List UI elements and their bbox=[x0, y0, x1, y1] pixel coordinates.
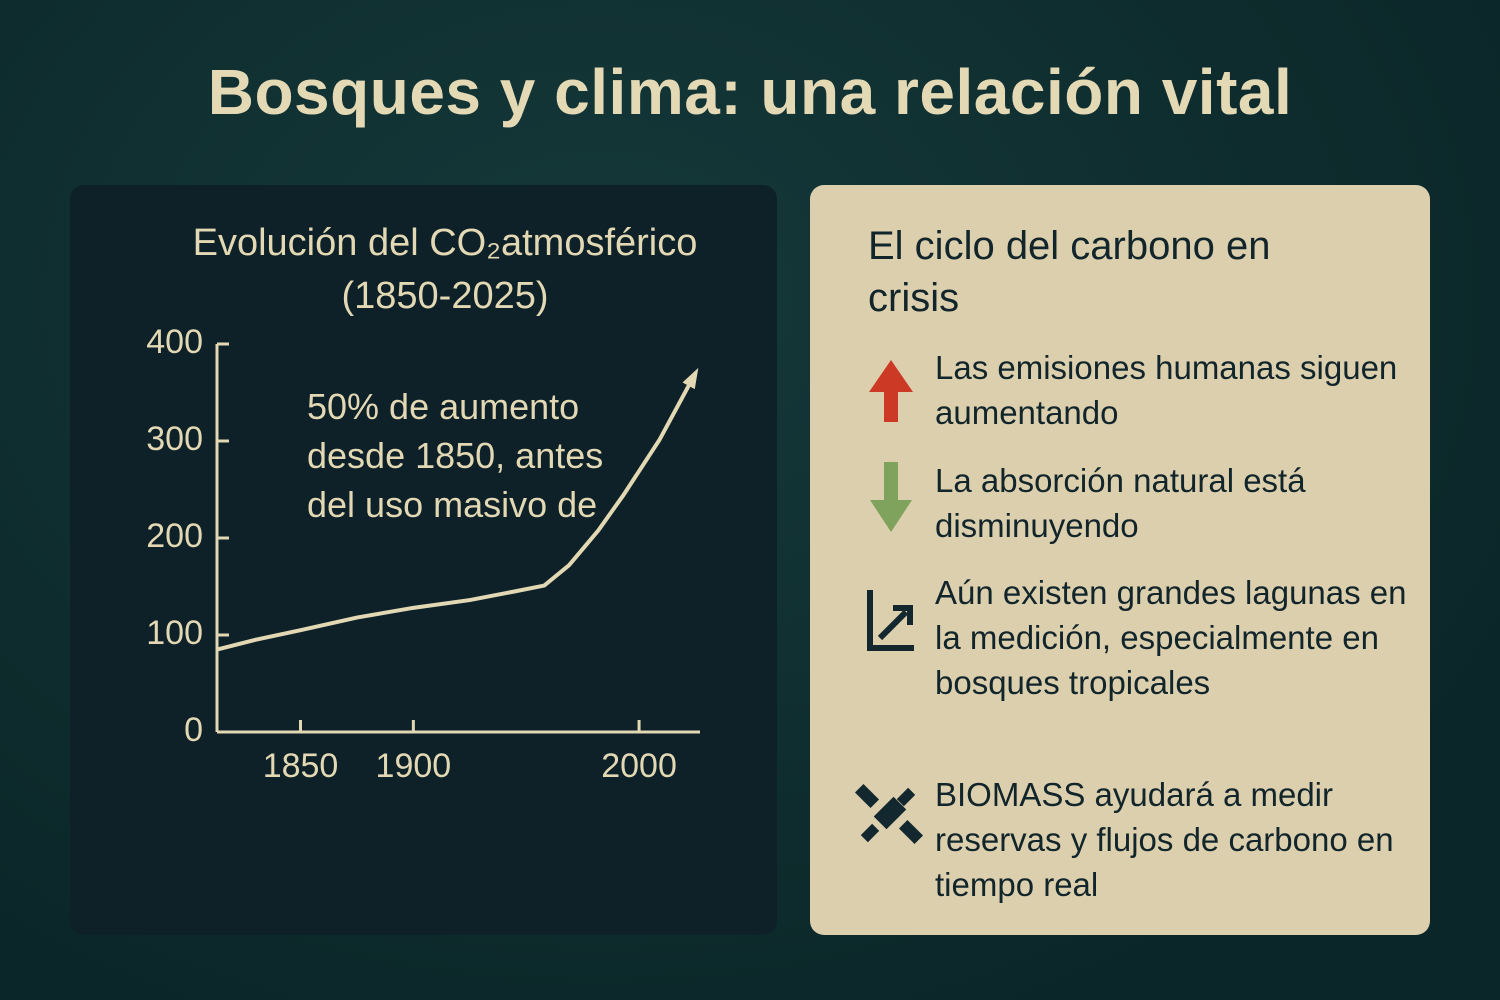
x-tick-label: 1850 bbox=[263, 747, 339, 785]
icon-up bbox=[869, 360, 913, 422]
chart-title: Evolución del CO₂atmosférico bbox=[193, 222, 698, 264]
icon-down bbox=[870, 462, 912, 532]
line-arrowhead bbox=[682, 367, 699, 390]
chart-subtitle: (1850-2025) bbox=[341, 275, 548, 317]
y-tick-label: 100 bbox=[146, 614, 203, 652]
y-tick-label: 400 bbox=[146, 323, 203, 361]
info-panel bbox=[810, 185, 1430, 935]
panel-item: La absorción natural está disminuyendo bbox=[935, 462, 1306, 544]
y-tick-label: 200 bbox=[146, 517, 203, 555]
chart-annotation: 50% de aumento desde 1850, antes del uso… bbox=[307, 386, 604, 525]
icon-satellite bbox=[854, 783, 924, 845]
x-tick-label: 2000 bbox=[601, 747, 677, 785]
icon-chart bbox=[867, 590, 914, 651]
chart-panel bbox=[70, 185, 777, 935]
page-title: Bosques y clima: una relación vital bbox=[207, 56, 1293, 128]
panel-item: BIOMASS ayudará a medir reservas y flujo… bbox=[935, 776, 1394, 903]
y-tick-label: 0 bbox=[184, 711, 203, 749]
data-line bbox=[216, 372, 698, 652]
panel-item: Aún existen grandes lagunas en la medici… bbox=[935, 574, 1407, 701]
panel-item: Las emisiones humanas siguen aumentando bbox=[935, 349, 1398, 431]
y-tick-label: 300 bbox=[146, 420, 203, 458]
x-tick-label: 1900 bbox=[376, 747, 452, 785]
panel-heading: El ciclo del carbono en crisis bbox=[868, 224, 1271, 320]
